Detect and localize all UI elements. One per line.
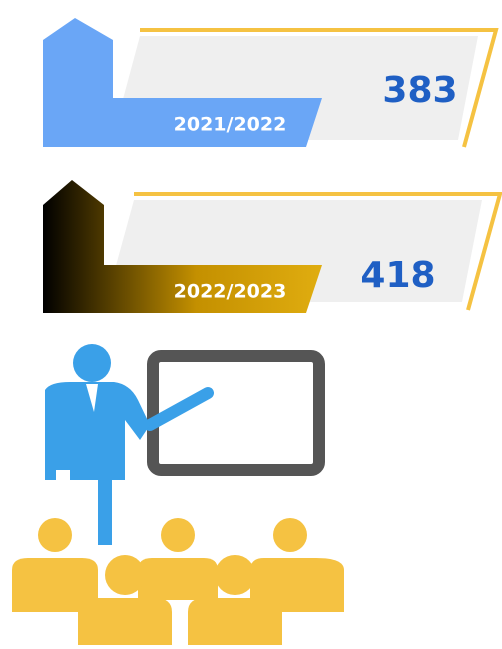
card-outline — [134, 192, 502, 311]
card: 2021/2022 383 — [43, 18, 499, 148]
value-label: 383 — [382, 70, 457, 111]
period-tab — [43, 18, 322, 147]
value-label: 418 — [360, 255, 435, 296]
period-label: 2022/2023 — [174, 281, 287, 303]
card: 2022/2023 418 — [43, 180, 502, 313]
period-label: 2021/2022 — [174, 114, 287, 136]
card-outline — [140, 28, 499, 148]
teacher-icon — [12, 344, 344, 645]
period-tab — [43, 180, 322, 313]
